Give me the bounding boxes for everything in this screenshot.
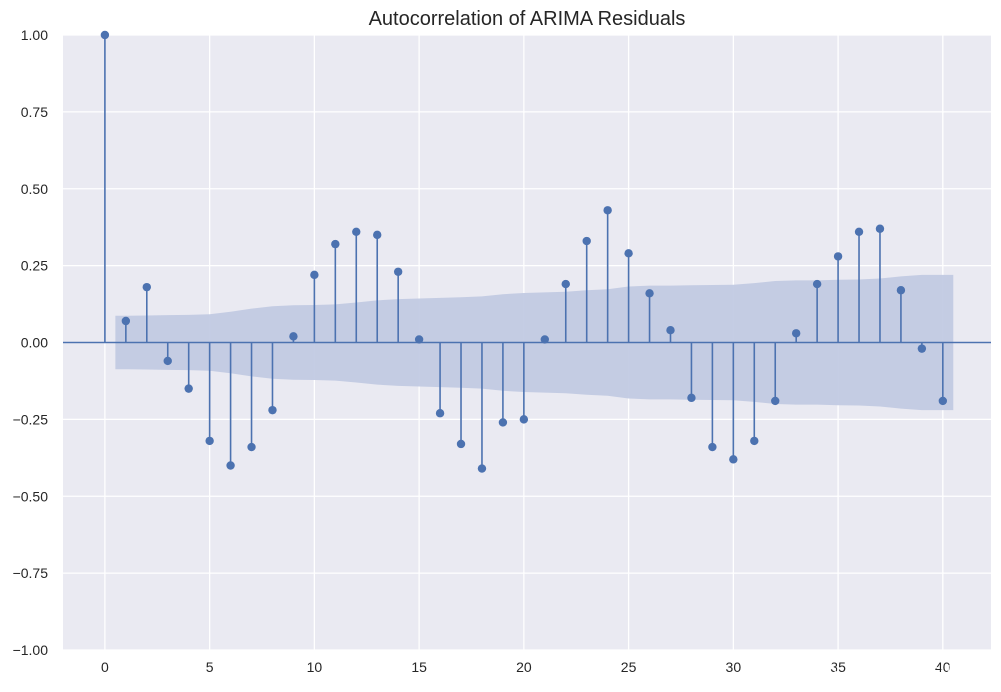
y-tick-labels: 1.00 0.75 0.50 0.25 0.00 −0.25 −0.50 −0.75 −1.00 — [13, 27, 49, 658]
x-tick-label: 35 — [830, 659, 846, 675]
y-tick-label: 0.75 — [21, 104, 48, 120]
acf-point-lag-23 — [582, 236, 591, 246]
acf-point-lag-2 — [142, 282, 151, 292]
acf-point-lag-14 — [393, 267, 403, 276]
acf-stems — [104, 35, 944, 469]
acf-point-lag-5 — [205, 436, 214, 446]
watermark: CSDN @我不是一upper — [787, 659, 995, 680]
y-tick-label: 1.00 — [21, 27, 48, 43]
acf-point-lag-29 — [708, 442, 717, 452]
acf-point-lag-26 — [645, 289, 654, 298]
acf-point-lag-15 — [414, 335, 424, 344]
acf-point-lag-33 — [791, 329, 801, 338]
acf-point-lag-25 — [624, 249, 633, 258]
acf-point-lag-19 — [498, 418, 508, 427]
acf-point-lag-30 — [729, 455, 738, 464]
acf-point-lag-17 — [456, 439, 466, 449]
acf-point-lag-37 — [875, 224, 885, 233]
y-tick-label: −0.25 — [13, 411, 49, 427]
acf-point-lag-7 — [247, 442, 256, 452]
acf-point-lag-20 — [519, 415, 529, 424]
acf-point-lag-40 — [938, 396, 948, 406]
acf-point-lag-24 — [603, 206, 612, 215]
x-tick-label: 30 — [726, 659, 742, 675]
acf-point-lag-12 — [352, 227, 361, 236]
x-tick-label: 0 — [101, 659, 109, 675]
x-tick-label: 15 — [411, 659, 427, 675]
acf-point-lag-3 — [163, 356, 172, 366]
acf-point-lag-22 — [561, 279, 570, 289]
acf-point-lag-8 — [268, 405, 277, 415]
y-tick-label: −0.50 — [13, 488, 49, 504]
acf-point-lag-32 — [771, 396, 780, 406]
y-tick-label: 0.50 — [21, 181, 48, 197]
acf-point-lag-39 — [917, 344, 927, 353]
acf-point-lag-36 — [854, 227, 864, 236]
acf-markers — [100, 30, 948, 473]
y-tick-label: −1.00 — [13, 642, 49, 658]
acf-point-lag-4 — [184, 384, 193, 393]
acf-point-lag-38 — [896, 286, 906, 295]
y-tick-label: 0.25 — [21, 258, 48, 274]
y-tick-label: −0.75 — [13, 565, 49, 581]
chart-title: Autocorrelation of ARIMA Residuals — [369, 8, 686, 30]
acf-point-lag-16 — [435, 409, 445, 418]
acf-point-lag-9 — [289, 332, 298, 341]
acf-point-lag-34 — [812, 279, 822, 289]
acf-point-lag-28 — [687, 393, 696, 403]
x-tick-label: 20 — [516, 659, 532, 675]
acf-point-lag-0 — [100, 30, 110, 40]
acf-point-lag-11 — [331, 239, 340, 249]
acf-point-lag-1 — [121, 316, 131, 326]
acf-point-lag-13 — [373, 230, 382, 240]
acf-point-lag-10 — [310, 270, 319, 280]
x-tick-label: 40 — [935, 659, 951, 675]
x-tick-label: 25 — [621, 659, 637, 675]
x-tick-label: 5 — [206, 659, 214, 675]
acf-point-lag-21 — [540, 335, 550, 344]
x-tick-labels: 0 5 10 15 20 25 30 35 40 — [101, 659, 951, 675]
acf-point-lag-6 — [226, 461, 235, 470]
x-tick-label: 10 — [307, 659, 323, 675]
acf-point-lag-27 — [666, 326, 675, 335]
acf-point-lag-35 — [833, 252, 843, 261]
y-tick-label: 0.00 — [21, 335, 48, 351]
acf-point-lag-31 — [750, 436, 759, 446]
acf-point-lag-18 — [477, 464, 487, 473]
